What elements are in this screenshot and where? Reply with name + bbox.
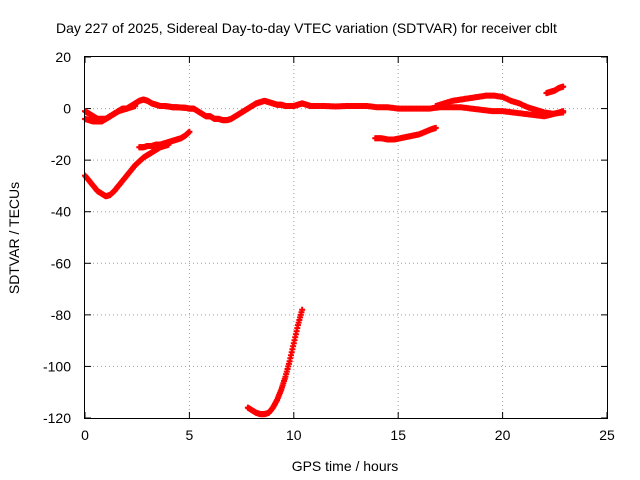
series-7 [244,306,306,418]
series-0 [82,96,567,124]
series-6 [543,83,567,97]
y-tick-label: -120 [43,410,71,426]
x-tick-label: 20 [495,427,511,443]
plot-frame [84,56,608,419]
y-axis-label: SDTVAR / TECUs [6,182,22,294]
data-point [186,128,193,135]
y-tick-label: -20 [51,152,71,168]
y-tick-label: -100 [43,358,71,374]
y-tick-label: -60 [51,255,71,271]
y-tick-label: 20 [55,49,71,65]
data-points [82,83,567,418]
series-3 [136,128,193,151]
series-4 [372,124,439,143]
y-tick-label: -80 [51,307,71,323]
series-5 [432,92,567,117]
x-tick-label: 15 [390,427,406,443]
chart-title: Day 227 of 2025, Sidereal Day-to-day VTE… [56,20,557,36]
x-tick-label: 25 [599,427,615,443]
x-axis-label: GPS time / hours [292,458,399,474]
data-point [432,124,439,131]
series-1 [82,102,139,125]
x-tick-label: 10 [286,427,302,443]
x-tick-label: 5 [186,427,194,443]
data-point [299,306,306,313]
y-tick-label: -40 [51,204,71,220]
data-point [560,83,567,90]
data-point [132,102,139,109]
data-point [560,109,567,116]
x-tick-label: 0 [81,427,89,443]
series-2 [82,141,172,200]
grid-lines [85,57,607,418]
y-tick-label: 0 [63,101,71,117]
